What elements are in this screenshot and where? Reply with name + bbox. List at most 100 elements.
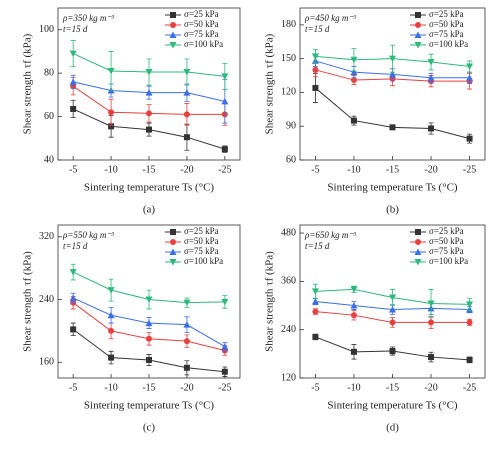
legend-label: σ=50 kPa — [184, 236, 219, 246]
legend-label: σ=100 kPa — [429, 256, 468, 266]
x-tick-label: -25 — [218, 164, 231, 175]
x-tick-label: -25 — [218, 382, 231, 393]
legend-label: σ=100 kPa — [184, 256, 223, 266]
marker — [70, 326, 77, 333]
x-tick-label: -25 — [463, 164, 476, 175]
x-tick-label: -15 — [386, 382, 399, 393]
marker — [389, 319, 396, 326]
legend-label: σ=100 kPa — [429, 39, 468, 49]
marker — [414, 42, 422, 49]
marker — [108, 327, 115, 334]
marker — [170, 22, 176, 28]
marker — [350, 302, 358, 309]
marker — [466, 301, 474, 308]
marker — [108, 354, 115, 361]
legend-label: σ=75 kPa — [184, 246, 219, 256]
marker — [350, 348, 357, 355]
marker — [466, 319, 473, 326]
marker — [221, 146, 228, 153]
y-axis-label: Shear strength τf (kPa) — [22, 251, 34, 352]
x-tick-label: -5 — [69, 382, 77, 393]
x-tick-label: -10 — [347, 164, 360, 175]
marker — [183, 299, 191, 307]
annotation: t=15 d — [63, 241, 88, 251]
marker — [427, 59, 435, 66]
y-tick-label: 360 — [281, 276, 296, 287]
x-axis-label: Sintering temperature Ts (°C) — [327, 400, 458, 412]
marker — [415, 12, 421, 18]
y-tick-label: 60 — [44, 111, 54, 122]
y-tick-label: 120 — [281, 372, 296, 383]
marker — [466, 135, 473, 142]
marker — [427, 74, 435, 81]
marker — [466, 74, 474, 81]
y-axis-label: Shear strength τf (kPa) — [264, 33, 276, 134]
y-axis-label: Shear strength τf (kPa) — [264, 251, 276, 352]
x-tick-label: -10 — [104, 164, 117, 175]
marker — [389, 306, 396, 313]
marker — [312, 84, 319, 91]
marker — [107, 67, 115, 75]
marker — [414, 248, 422, 255]
marker — [183, 321, 191, 328]
annotation: ρ=350 kg m⁻³ — [62, 13, 114, 23]
marker — [312, 333, 319, 340]
marker — [428, 319, 435, 326]
marker — [146, 126, 152, 133]
marker — [466, 356, 473, 363]
legend-label: σ=75 kPa — [429, 29, 464, 39]
marker — [108, 123, 115, 130]
marker — [146, 335, 152, 342]
y-tick-label: 40 — [44, 154, 54, 165]
marker — [221, 368, 228, 375]
marker — [221, 298, 229, 306]
marker — [108, 109, 115, 116]
y-tick-label: 480 — [281, 227, 296, 238]
marker — [221, 97, 229, 105]
y-tick-label: 240 — [39, 294, 54, 305]
y-axis-label: Shear strength τf (kPa) — [22, 33, 34, 134]
marker — [145, 89, 153, 96]
legend-label: σ=50 kPa — [429, 236, 464, 246]
y-tick-label: 120 — [281, 87, 296, 98]
panel: 60 90 120 150 180 -5 -10 -15 -20 -25 Sintering tem… — [264, 7, 486, 216]
marker — [69, 50, 77, 58]
x-tick-label: -20 — [424, 382, 437, 393]
x-tick-label: -5 — [69, 164, 77, 175]
marker — [183, 134, 190, 141]
panel-label: (c) — [143, 422, 156, 434]
y-tick-label: 160 — [39, 357, 54, 368]
x-tick-label: -20 — [180, 382, 193, 393]
x-tick-label: -15 — [142, 164, 155, 175]
marker — [183, 89, 191, 96]
annotation: t=15 d — [305, 24, 330, 34]
annotation: ρ=650 kg m⁻³ — [304, 230, 356, 240]
y-tick-label: 60 — [286, 154, 296, 165]
marker — [415, 22, 421, 28]
marker — [69, 78, 77, 85]
marker — [183, 111, 190, 118]
marker — [169, 42, 177, 49]
marker — [389, 70, 396, 78]
marker — [350, 68, 358, 76]
marker — [107, 287, 115, 294]
series-line — [315, 87, 470, 140]
marker — [350, 117, 357, 124]
marker — [145, 319, 153, 327]
x-tick-label: -10 — [347, 382, 360, 393]
legend-label: σ=25 kPa — [429, 9, 464, 19]
x-tick-label: -20 — [180, 164, 193, 175]
marker — [170, 239, 176, 245]
marker — [312, 308, 319, 315]
y-tick-label: 240 — [281, 324, 296, 335]
y-tick-label: 90 — [286, 121, 296, 132]
marker — [183, 364, 190, 371]
marker — [183, 69, 191, 76]
marker — [312, 66, 319, 73]
marker — [146, 110, 152, 117]
marker — [414, 31, 422, 38]
y-tick-label: 80 — [44, 67, 54, 78]
x-axis-label: Sintering temperature Ts (°C) — [84, 400, 215, 412]
